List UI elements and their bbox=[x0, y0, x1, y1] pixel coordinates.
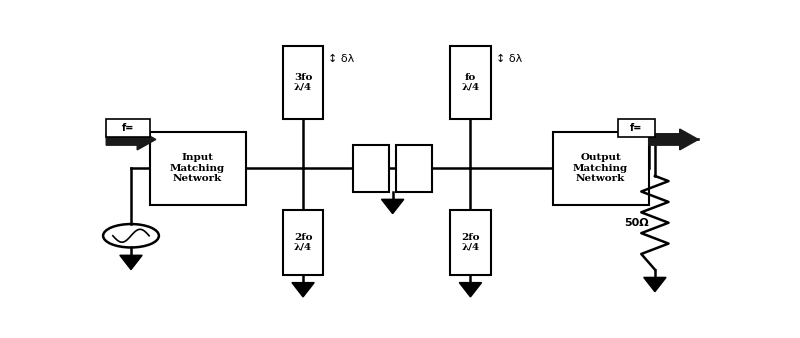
FancyArrow shape bbox=[649, 129, 698, 150]
Text: ↕ δλ: ↕ δλ bbox=[495, 54, 522, 64]
Bar bbox=[618, 119, 655, 137]
Bar bbox=[283, 210, 323, 275]
Polygon shape bbox=[644, 277, 666, 292]
Bar bbox=[553, 132, 649, 204]
Polygon shape bbox=[382, 199, 404, 214]
Bar bbox=[283, 46, 323, 119]
Text: 50Ω: 50Ω bbox=[624, 218, 649, 228]
Text: 3fo
λ/4: 3fo λ/4 bbox=[294, 73, 312, 92]
Polygon shape bbox=[120, 255, 142, 270]
FancyArrow shape bbox=[106, 129, 156, 150]
Text: Output
Matching
Network: Output Matching Network bbox=[573, 153, 628, 183]
Bar bbox=[353, 145, 389, 192]
Text: Input
Matching
Network: Input Matching Network bbox=[170, 153, 226, 183]
Text: fo
λ/4: fo λ/4 bbox=[462, 73, 479, 92]
Text: f=: f= bbox=[122, 123, 134, 133]
Text: 2fo
λ/4: 2fo λ/4 bbox=[294, 233, 312, 252]
Bar bbox=[106, 119, 150, 137]
Text: ↕ δλ: ↕ δλ bbox=[328, 54, 354, 64]
Bar bbox=[450, 210, 490, 275]
Bar bbox=[150, 132, 246, 204]
Bar bbox=[396, 145, 432, 192]
Polygon shape bbox=[292, 283, 314, 297]
Text: f=: f= bbox=[630, 123, 642, 133]
Text: 2fo
λ/4: 2fo λ/4 bbox=[461, 233, 480, 252]
Bar bbox=[450, 46, 490, 119]
Polygon shape bbox=[459, 283, 482, 297]
